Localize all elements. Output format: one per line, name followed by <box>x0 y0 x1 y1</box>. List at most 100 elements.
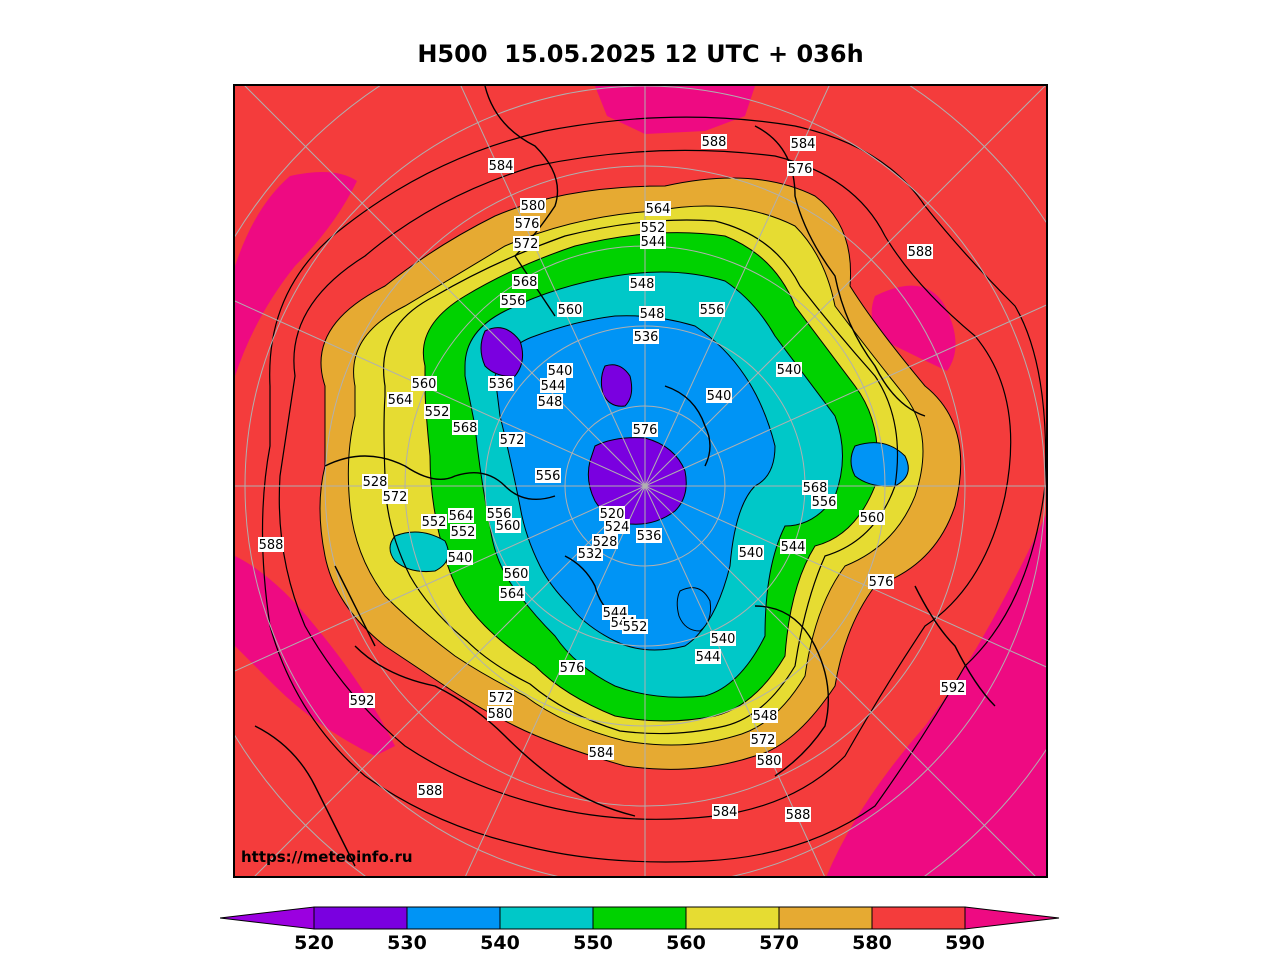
contour-label: 540 <box>547 363 573 379</box>
contour-label: 564 <box>499 586 525 602</box>
contour-label-text: 584 <box>589 746 614 761</box>
contour-label: 536 <box>636 528 662 544</box>
region-magenta-top <box>595 86 755 134</box>
contour-label-text: 568 <box>453 421 478 436</box>
colorbar-tick-label: 520 <box>294 932 334 954</box>
contour-label-text: 552 <box>425 405 450 420</box>
contour-label-bg <box>535 468 561 483</box>
contour-label-text: 540 <box>548 364 573 379</box>
contour-label-bg <box>500 293 526 308</box>
colorbar-tick-label: 570 <box>759 932 799 954</box>
contour-label: 572 <box>750 732 776 748</box>
contour-label: 548 <box>629 276 655 292</box>
contour-label: 540 <box>447 550 473 566</box>
contour-label-text: 540 <box>711 632 736 647</box>
contour-label-bg <box>488 158 514 173</box>
colorbar: 520 530 540 550 560 570 580 590 <box>219 905 1062 955</box>
contour-label-bg <box>907 244 933 259</box>
contour-label-bg <box>382 489 408 504</box>
contour-label: 552 <box>622 619 648 635</box>
contour-label-bg <box>537 394 563 409</box>
contour-label: 584 <box>588 745 614 761</box>
contour-label-bg <box>547 363 573 378</box>
contour-label-text: 556 <box>536 469 561 484</box>
contour-label-text: 536 <box>634 330 659 345</box>
contour-label: 576 <box>514 216 540 232</box>
contour-label-text: 564 <box>500 587 525 602</box>
contour-label: 588 <box>907 244 933 260</box>
contour-label-text: 580 <box>521 199 546 214</box>
contour-label-bg <box>447 550 473 565</box>
contour-label-bg <box>701 134 727 149</box>
contour-label-text: 544 <box>541 379 566 394</box>
colorbar-bin <box>313 906 408 930</box>
contour-label-bg <box>520 198 546 213</box>
colorbar-bin <box>685 906 780 930</box>
contour-label-bg <box>629 276 655 291</box>
contour-label-bg <box>787 161 813 176</box>
contour-label: 548 <box>752 708 778 724</box>
contour-label-text: 572 <box>489 691 514 706</box>
contour-label: 540 <box>706 388 732 404</box>
contour-label-text: 536 <box>489 377 514 392</box>
contour-label: 544 <box>540 378 566 394</box>
contour-label: 556 <box>500 293 526 309</box>
contour-label-text: 584 <box>713 805 738 820</box>
contour-label-bg <box>785 807 811 822</box>
contour-label: 584 <box>712 804 738 820</box>
contour-label-bg <box>738 545 764 560</box>
contour-label-text: 588 <box>702 135 727 150</box>
contour-label: 568 <box>802 480 828 496</box>
contour-label: 580 <box>756 753 782 769</box>
contour-label-text: 536 <box>637 529 662 544</box>
contour-label-text: 588 <box>418 784 443 799</box>
contour-label: 532 <box>577 546 603 562</box>
contour-label-text: 556 <box>700 303 725 318</box>
contour-label: 540 <box>710 631 736 647</box>
contour-label: 584 <box>488 158 514 174</box>
contour-label-text: 524 <box>605 520 630 535</box>
map-panel: 584 588 584 576 580 576 564 552 544 572 588 568 548 5… <box>233 84 1048 878</box>
contour-label: 564 <box>448 508 474 524</box>
contour-label: 520 <box>599 506 625 522</box>
contour-label-text: 588 <box>908 245 933 260</box>
contour-label-bg <box>557 302 583 317</box>
colorbar-tick-label: 530 <box>387 932 427 954</box>
contour-label: 544 <box>780 539 806 555</box>
contour-label: 548 <box>537 394 563 410</box>
contour-label-text: 540 <box>777 363 802 378</box>
contour-lines <box>261 116 1046 863</box>
contour-label: 536 <box>633 329 659 345</box>
chart-title: H500 15.05.2025 12 UTC + 036h <box>417 40 864 68</box>
contour-label-bg <box>632 422 658 437</box>
contour-label-bg <box>362 474 388 489</box>
colorbar-tick-label: 540 <box>480 932 520 954</box>
colorbar-bar <box>219 906 1060 930</box>
contour-label: 576 <box>868 574 894 590</box>
contour-label-bg <box>640 234 666 249</box>
contour-label: 568 <box>512 274 538 290</box>
low-ne <box>600 364 633 407</box>
colorbar-bin <box>871 906 966 930</box>
contour-label-bg <box>699 302 725 317</box>
colorbar-bin <box>406 906 501 930</box>
contour-label-bg <box>588 745 614 760</box>
contour-label-bg <box>811 494 837 509</box>
contour-label: 572 <box>499 432 525 448</box>
contour-label: 560 <box>557 302 583 318</box>
colorbar-bin <box>499 906 594 930</box>
contour-label: 552 <box>424 404 450 420</box>
contour-label-bg <box>503 566 529 581</box>
contour-label-text: 552 <box>451 525 476 540</box>
contour-label-text: 520 <box>600 507 625 522</box>
contour-label-bg <box>417 783 443 798</box>
contour-label: 576 <box>787 161 813 177</box>
contour-label: 580 <box>487 706 513 722</box>
contour-label: 560 <box>411 376 437 392</box>
contour-label-bg <box>514 216 540 231</box>
contour-label-text: 544 <box>696 650 721 665</box>
contour-label-text: 556 <box>812 495 837 510</box>
contour-label-bg <box>695 649 721 664</box>
contour-label-text: 572 <box>751 733 776 748</box>
contour-label: 548 <box>639 306 665 322</box>
